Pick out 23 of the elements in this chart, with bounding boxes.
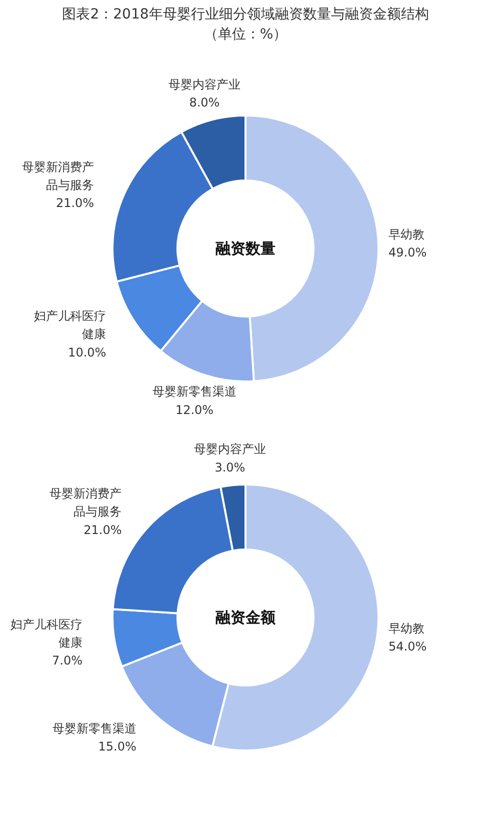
text: 融资金额 [216,608,276,626]
slice-label: 早幼教 [388,621,424,636]
slice-label: 母婴新消费产品与服务 [22,160,94,192]
slice-label: 母婴新消费产品与服务 [50,486,122,519]
data-label: 15.0% [98,740,136,754]
data-label: 49.0% [388,246,427,260]
data-label: 54.0% [388,640,427,654]
data-label: 3.0% [214,460,246,474]
data-label: 7.0% [52,654,83,668]
data-label: 21.0% [84,522,122,537]
data-label: 12.0% [175,402,214,417]
slice-label: 早幼教 [388,227,424,242]
data-label: 21.0% [56,196,94,210]
chart-title: 图表2：2018年母婴行业细分领域融资数量与融资金额结构（单位：%） [62,6,429,42]
slice-label: 妇产儿科医疗健康 [10,617,83,650]
slice-label: 母婴新零售渠道 [152,384,237,399]
slice-label: 母婴新零售渠道 [52,721,136,736]
data-label: 10.0% [68,345,106,360]
data-label: 8.0% [189,96,220,110]
slice-label: 母婴内容产业 [168,77,240,92]
text: 融资数量 [216,240,276,258]
slice-label: 妇产儿科医疗健康 [34,309,106,342]
slice-label: 母婴内容产业 [194,442,266,456]
